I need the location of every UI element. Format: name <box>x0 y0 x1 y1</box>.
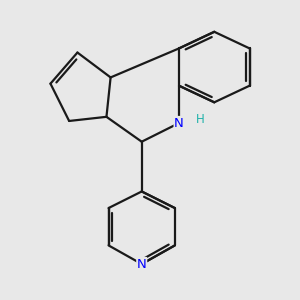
Text: N: N <box>174 116 184 130</box>
Text: H: H <box>195 113 204 126</box>
Text: N: N <box>137 257 147 271</box>
